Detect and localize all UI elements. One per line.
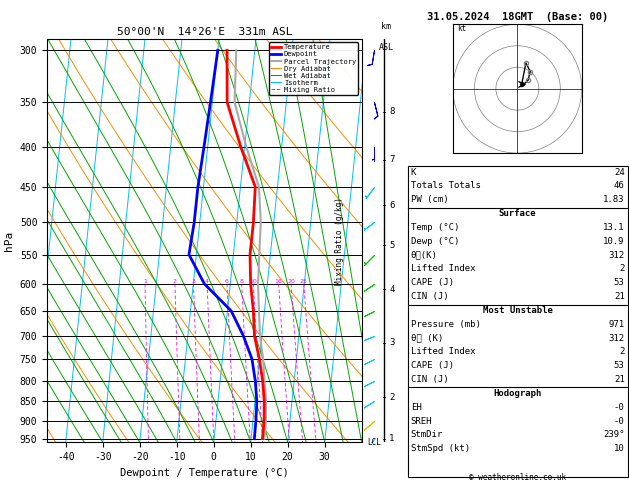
Title: 50°00'N  14°26'E  331m ASL: 50°00'N 14°26'E 331m ASL	[116, 27, 292, 37]
Text: 21: 21	[614, 292, 625, 301]
Text: 5: 5	[389, 241, 394, 250]
Text: SREH: SREH	[411, 417, 432, 426]
Text: 10: 10	[614, 444, 625, 453]
Text: km: km	[381, 22, 391, 31]
Text: Hodograph: Hodograph	[494, 389, 542, 398]
Text: 6: 6	[389, 201, 394, 209]
Text: 10: 10	[250, 279, 257, 284]
Text: 1: 1	[143, 279, 147, 284]
Text: 971: 971	[608, 320, 625, 329]
Text: Temp (°C): Temp (°C)	[411, 223, 459, 232]
Text: 2: 2	[173, 279, 177, 284]
Text: 239°: 239°	[603, 430, 625, 439]
Text: Lifted Index: Lifted Index	[411, 347, 476, 356]
Text: 31.05.2024  18GMT  (Base: 00): 31.05.2024 18GMT (Base: 00)	[426, 12, 608, 22]
Text: 53: 53	[614, 278, 625, 287]
Text: 53: 53	[614, 361, 625, 370]
Text: Mixing Ratio (g/kg): Mixing Ratio (g/kg)	[335, 197, 343, 284]
Text: CAPE (J): CAPE (J)	[411, 361, 454, 370]
Text: -0: -0	[614, 403, 625, 412]
Text: 8: 8	[240, 279, 243, 284]
Text: EH: EH	[411, 403, 421, 412]
Text: 10.9: 10.9	[603, 237, 625, 246]
Text: StmDir: StmDir	[411, 430, 443, 439]
Text: 2: 2	[619, 347, 625, 356]
Text: 24: 24	[614, 168, 625, 177]
Text: 7: 7	[389, 155, 394, 164]
Text: -0: -0	[614, 417, 625, 426]
Text: ASL: ASL	[379, 43, 394, 52]
Text: 312: 312	[608, 333, 625, 343]
Text: Lifted Index: Lifted Index	[411, 264, 476, 274]
Text: Most Unstable: Most Unstable	[482, 306, 553, 315]
Text: θᴇ(K): θᴇ(K)	[411, 251, 438, 260]
Text: θᴇ (K): θᴇ (K)	[411, 333, 443, 343]
Legend: Temperature, Dewpoint, Parcel Trajectory, Dry Adiabat, Wet Adiabat, Isotherm, Mi: Temperature, Dewpoint, Parcel Trajectory…	[269, 42, 358, 95]
Text: 3: 3	[191, 279, 196, 284]
Text: 20: 20	[287, 279, 295, 284]
Text: 2: 2	[389, 393, 394, 402]
Text: 25: 25	[300, 279, 308, 284]
Text: 3: 3	[389, 338, 394, 347]
Text: CIN (J): CIN (J)	[411, 375, 448, 384]
Text: Totals Totals: Totals Totals	[411, 181, 481, 191]
Text: © weatheronline.co.uk: © weatheronline.co.uk	[469, 473, 566, 482]
Text: 46: 46	[614, 181, 625, 191]
Text: 6: 6	[225, 279, 229, 284]
Text: 13.1: 13.1	[603, 223, 625, 232]
Text: 4: 4	[205, 279, 209, 284]
Text: 2: 2	[619, 264, 625, 274]
Text: Dewp (°C): Dewp (°C)	[411, 237, 459, 246]
Text: StmSpd (kt): StmSpd (kt)	[411, 444, 470, 453]
Text: 4: 4	[389, 285, 394, 294]
Text: 16: 16	[275, 279, 282, 284]
Text: 1: 1	[389, 434, 394, 443]
Y-axis label: hPa: hPa	[4, 230, 14, 251]
X-axis label: Dewpoint / Temperature (°C): Dewpoint / Temperature (°C)	[120, 468, 289, 478]
Text: kt: kt	[457, 24, 467, 33]
Text: Surface: Surface	[499, 209, 537, 218]
Text: 1.83: 1.83	[603, 195, 625, 204]
Text: CAPE (J): CAPE (J)	[411, 278, 454, 287]
Text: 8: 8	[389, 107, 394, 116]
Text: LCL: LCL	[367, 438, 381, 447]
Text: 21: 21	[614, 375, 625, 384]
Text: PW (cm): PW (cm)	[411, 195, 448, 204]
Text: CIN (J): CIN (J)	[411, 292, 448, 301]
Text: 312: 312	[608, 251, 625, 260]
Text: Pressure (mb): Pressure (mb)	[411, 320, 481, 329]
Text: K: K	[411, 168, 416, 177]
